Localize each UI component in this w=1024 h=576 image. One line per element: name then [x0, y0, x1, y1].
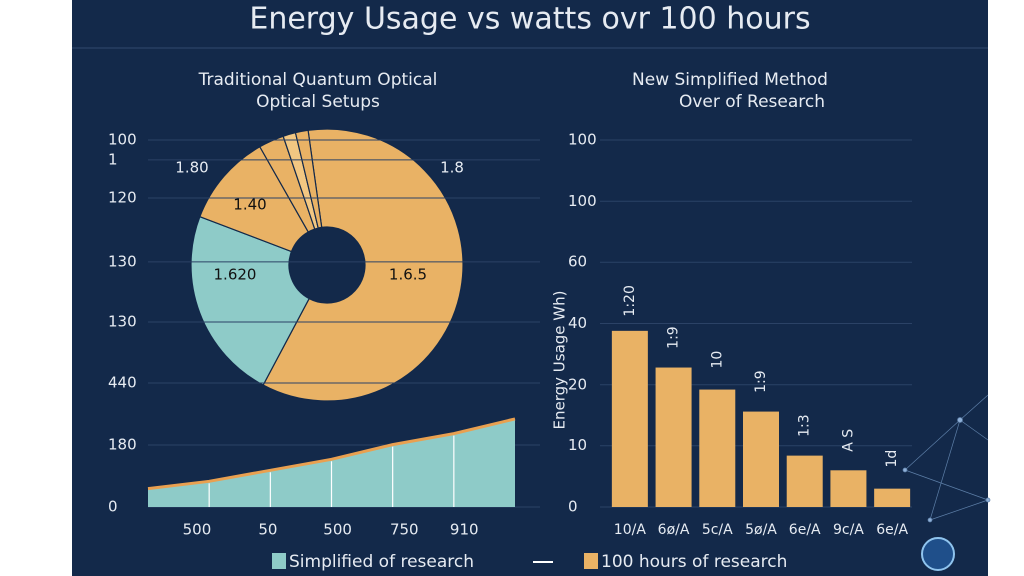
y-tick-label: 1 — [108, 150, 118, 168]
data-label: 1:3 — [797, 414, 813, 437]
y-tick-label: 100 — [568, 131, 597, 149]
bar — [743, 411, 779, 507]
bar — [611, 330, 648, 507]
pie-annotation: 1.40 — [233, 196, 266, 214]
y-axis-label: Energy Usage Wh) — [551, 291, 569, 430]
x-tick-label: 6e/A — [789, 522, 821, 538]
x-tick-label: 6ø/A — [658, 522, 690, 538]
data-label: 1:20 — [622, 285, 638, 316]
legend-label: Simplified of research — [289, 552, 474, 572]
legend-swatch — [272, 553, 286, 569]
pie-annotation: 1.6.5 — [389, 266, 427, 284]
x-tick-label: 10/A — [614, 522, 647, 538]
x-tick-label: 910 — [450, 521, 479, 539]
x-tick-label: 9c/A — [833, 522, 864, 538]
chart-title: Over of Research — [679, 92, 825, 112]
bar — [655, 367, 692, 507]
pie-annotation: 1.620 — [214, 266, 257, 284]
data-label: A S — [840, 429, 856, 452]
y-tick-label: 120 — [108, 188, 137, 206]
y-tick-label: 0 — [568, 498, 578, 516]
y-tick-label: 100 — [568, 192, 597, 210]
y-tick-label: 130 — [108, 252, 137, 270]
y-tick-label: 100 — [108, 131, 137, 149]
pie-slice — [294, 129, 323, 229]
x-tick-label: 500 — [323, 521, 352, 539]
chart-title: New Simplified Method — [632, 70, 828, 90]
y-tick-label: 180 — [108, 435, 137, 453]
y-tick-label: 40 — [568, 314, 587, 332]
y-tick-label: 440 — [108, 373, 137, 391]
y-tick-label: 130 — [108, 313, 137, 331]
pie-slice — [190, 215, 310, 386]
bar — [786, 455, 823, 507]
data-label: 1:9 — [666, 326, 682, 349]
area-line — [147, 417, 516, 491]
bar — [830, 470, 867, 507]
y-tick-label: 0 — [108, 498, 118, 516]
legend-swatch — [584, 553, 598, 569]
bar — [699, 389, 736, 507]
logo — [921, 537, 955, 571]
data-label: 1d — [884, 450, 900, 468]
x-tick-label: 750 — [390, 521, 419, 539]
x-tick-label: 6e/A — [876, 522, 908, 538]
network-decoration — [902, 394, 991, 523]
bar — [874, 488, 911, 507]
pie-annotation: 1.8 — [440, 159, 464, 177]
x-tick-label: 50 — [258, 521, 277, 539]
y-tick-label: 10 — [568, 436, 587, 454]
pie-annotation: 1.80 — [175, 159, 208, 177]
y-tick-label: 20 — [568, 375, 587, 393]
x-tick-label: 500 — [183, 521, 212, 539]
y-tick-label: 60 — [568, 253, 587, 271]
chart-title: Optical Setups — [256, 92, 380, 112]
chart-title: Traditional Quantum Optical — [198, 70, 438, 90]
pie-slice — [262, 128, 464, 402]
data-label: 1:9 — [753, 370, 769, 393]
data-label: 10 — [709, 351, 725, 369]
x-tick-label: 5c/A — [702, 522, 733, 538]
legend-label: 100 hours of research — [601, 552, 787, 572]
x-tick-label: 5ø/A — [745, 522, 777, 538]
title: Energy Usage vs watts ovr 100 hours — [249, 2, 810, 37]
